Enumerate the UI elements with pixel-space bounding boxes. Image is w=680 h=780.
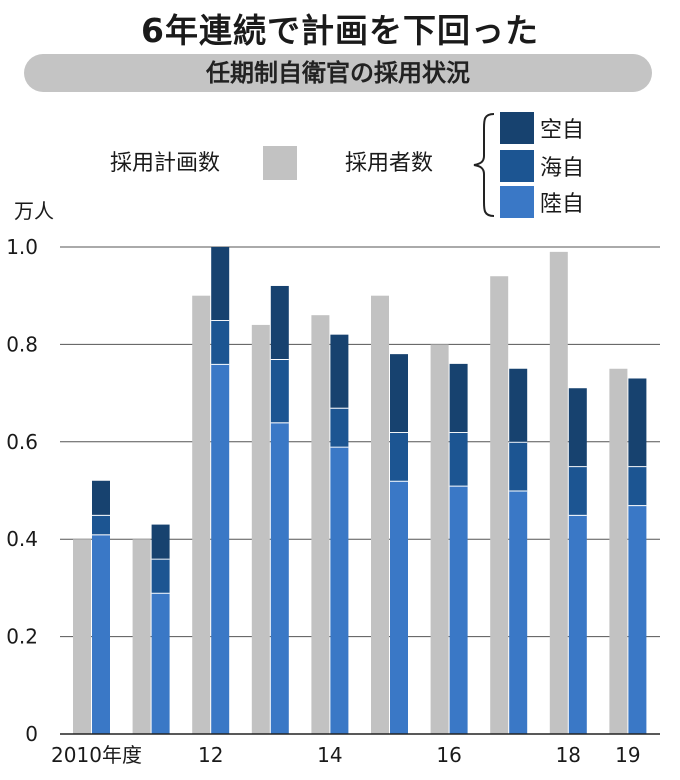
- x-tick-label: 2010年度: [51, 743, 142, 767]
- hired-bar-air: [211, 247, 230, 321]
- hired-bar-air: [449, 363, 468, 433]
- legend-label-sea: 海自: [540, 156, 584, 181]
- y-tick-label: 0: [25, 722, 38, 746]
- y-tick-label: 0.2: [6, 625, 38, 649]
- y-tick-label: 0.6: [6, 430, 38, 454]
- hired-bar-air: [628, 378, 647, 467]
- hired-bar-sea: [211, 320, 230, 364]
- legend-plan-label: 採用計画数: [110, 151, 220, 176]
- plan-bar: [609, 368, 628, 734]
- bars: [73, 247, 647, 734]
- x-tick-label: 19: [615, 743, 640, 767]
- legend-label-ground: 陸自: [540, 192, 584, 217]
- x-tick-label: 14: [317, 743, 342, 767]
- legend-plan-swatch: [263, 146, 297, 180]
- plan-bar: [430, 344, 449, 734]
- legend-brace: [473, 113, 495, 217]
- hired-bar-sea: [270, 359, 289, 423]
- hired-bar-sea: [92, 514, 110, 535]
- plan-bar: [311, 315, 330, 734]
- hired-bar-ground: [330, 446, 349, 734]
- legend-hired-label: 採用者数: [345, 151, 433, 176]
- plan-bar: [371, 295, 389, 734]
- y-tick-label: 1.0: [6, 235, 38, 259]
- hired-bar-air: [568, 388, 587, 467]
- hired-bar-ground: [509, 490, 528, 734]
- legend-swatch-ground: [500, 186, 534, 218]
- hired-bar-ground: [211, 363, 230, 734]
- hired-bar-sea: [390, 432, 408, 481]
- legend-label-air: 空自: [540, 118, 584, 143]
- hired-bar-sea: [509, 441, 528, 491]
- y-ticks: 0 0.2 0.4 0.6 0.8 1.0: [6, 235, 38, 746]
- hired-bar-ground: [151, 592, 170, 734]
- plan-bar: [251, 324, 270, 734]
- hired-bar-sea: [628, 466, 647, 506]
- y-tick-label: 0.4: [6, 527, 38, 551]
- hired-bar-ground: [568, 514, 587, 734]
- y-tick-label: 0.8: [6, 332, 38, 356]
- hired-bar-sea: [449, 432, 468, 486]
- legend-swatch-air: [500, 112, 534, 144]
- plan-bar: [490, 276, 509, 734]
- x-tick-label: 18: [556, 743, 581, 767]
- hired-bar-air: [509, 368, 528, 442]
- x-tick-label: 16: [436, 743, 461, 767]
- hired-bar-ground: [449, 485, 468, 734]
- chart-title: 6年連続で計画を下回った: [141, 11, 539, 50]
- hired-bar-ground: [628, 505, 647, 734]
- hired-bar-sea: [330, 407, 349, 447]
- hired-bar-air: [330, 334, 349, 408]
- hired-bar-ground: [270, 422, 289, 734]
- hired-bar-ground: [390, 480, 408, 734]
- hired-bar-air: [270, 285, 289, 360]
- hired-bar-air: [390, 354, 408, 433]
- chart-subtitle: 任期制自衛官の採用状況: [24, 54, 652, 92]
- x-ticks: 2010年度 12 14 16 18 19: [51, 743, 641, 767]
- y-axis-label: 万人: [14, 199, 54, 223]
- hired-bar-air: [92, 480, 110, 515]
- hired-bar-ground: [92, 534, 110, 734]
- x-tick-label: 12: [198, 743, 223, 767]
- legend-swatch-sea: [500, 150, 534, 182]
- plan-bar: [132, 539, 151, 734]
- hired-bar-air: [151, 524, 170, 559]
- hired-bar-sea: [568, 466, 587, 515]
- plan-bar: [73, 539, 91, 734]
- plan-bar: [192, 295, 211, 734]
- hired-bar-sea: [151, 558, 170, 593]
- plan-bar: [549, 251, 568, 734]
